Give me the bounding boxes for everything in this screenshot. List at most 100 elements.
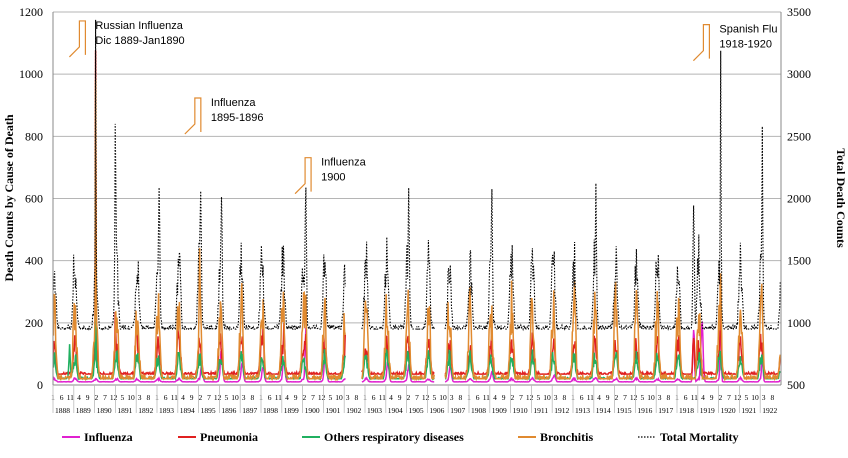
x-month-tick-label-59: 8 [562,393,566,402]
x-month-tick-label-26: 11 [275,393,282,402]
x-month-tick-label-77: 2 [718,393,722,402]
x-year-tick-label-7: 1895 [201,406,216,415]
x-month-tick-label-62: 11 [587,393,594,402]
x-month-tick-label-5: 2 [94,393,98,402]
x-month-tick-label-14: 11 [171,393,178,402]
x-year-tick-label-8: 1896 [221,406,236,415]
x-year-tick-label-18: 1906 [429,406,444,415]
series-line-influenza [52,292,781,383]
x-month-tick-label-81: 10 [751,393,759,402]
legend-label-total-mortality: Total Mortality [660,430,739,444]
x-month-tick-label-64: 9 [606,393,610,402]
x-month-tick-label-1: 6 [60,393,64,402]
x-year-tick-label-25: 1913 [575,406,590,415]
x-month-tick-label-13: 6 [164,393,168,402]
x-month-tick-label-71: 8 [666,393,670,402]
x-year-tick-label-4: 1892 [138,406,153,415]
y-left-tick-label-2: 400 [25,254,43,268]
x-month-tick-label-44: 5 [432,393,436,402]
x-month-tick-label-6: 7 [103,393,107,402]
x-month-tick-label-19: 12 [214,393,222,402]
x-month-tick-label-18: 7 [207,393,211,402]
x-month-tick-label-2: 11 [67,393,74,402]
x-month-tick-label-22: 3 [242,393,246,402]
x-year-tick-label-16: 1904 [388,406,403,415]
x-year-tick-label-24: 1912 [554,406,569,415]
legend-label-influenza: Influenza [84,430,133,444]
y-left-tick-label-6: 1200 [19,5,43,19]
x-month-tick-label-31: 12 [318,393,326,402]
x-month-tick-label-53: 2 [510,393,514,402]
x-month-tick-label-17: 2 [198,393,202,402]
y-left-tick-label-4: 800 [25,129,43,143]
grid [53,11,781,324]
y-left-tick-label-3: 600 [25,192,43,206]
x-month-tick-label-25: 6 [268,393,272,402]
y-right-tick-label-2: 1500 [787,254,811,268]
x-year-tick-label-19: 1907 [450,406,465,415]
x-month-tick-label-61: 6 [580,393,584,402]
annotation-text-1-0: Influenza [211,97,257,109]
x-month-tick-label-70: 3 [658,393,662,402]
x-month-tick-label-33: 10 [335,393,343,402]
legend: Influenza Pneumonia Others respiratory d… [62,430,739,444]
x-month-tick-label-28: 9 [294,393,298,402]
annotations: Russian Influenza Dic 1889-Jan1890 Influen… [68,20,777,195]
annotation-text-3-1: 1918-1920 [719,39,772,51]
x-year-tick-label-20: 1908 [471,406,486,415]
annotation-bracket-0 [68,20,87,58]
x-year-tick-label-29: 1917 [658,406,673,415]
x-month-tick-label-69: 10 [647,393,655,402]
legend-label-pneumonia: Pneumonia [200,430,258,444]
legend-label-bronchitis: Bronchitis [540,430,593,444]
y-axis-left-label: Death Counts by Cause of Death [2,114,16,281]
x-month-tick-label-52: 9 [502,393,506,402]
x-month-tick-label-37: 6 [372,393,376,402]
x-year-tick-label-27: 1915 [617,406,632,415]
x-year-tick-label-17: 1905 [409,406,424,415]
annotation-text-0-1: Dic 1889-Jan1890 [95,35,184,47]
y-right-tick-label-4: 2500 [787,129,811,143]
annotation-bracket-3 [692,24,711,62]
x-month-tick-label-47: 8 [458,393,462,402]
x-month-tick-label-67: 12 [630,393,638,402]
x-month-tick-label-73: 6 [684,393,688,402]
x-year-tick-label-6: 1894 [180,406,195,415]
x-month-tick-label-46: 3 [450,393,454,402]
x-month-tick-label-50: 11 [483,393,490,402]
x-month-tick-label-76: 9 [710,393,714,402]
axes: 0 200 400 600 800 1000 1200 500 1000 1500 2000 2500… [19,5,811,415]
x-month-tick-label-56: 5 [536,393,540,402]
x-year-tick-label-0: 1888 [55,406,70,415]
x-month-tick-label-11: 8 [146,393,150,402]
x-month-tick-label-32: 5 [328,393,332,402]
x-year-tick-label-34: 1922 [762,406,777,415]
x-month-tick-label-27: 4 [285,393,289,402]
x-month-tick-label-80: 5 [744,393,748,402]
x-year-tick-label-11: 1899 [284,406,299,415]
y-right-tick-label-1: 1000 [787,316,811,330]
annotation-bracket-2 [294,157,312,195]
x-month-tick-label-75: 4 [701,393,705,402]
x-month-tick-label-45: 10 [439,393,447,402]
x-year-tick-label-32: 1920 [721,406,736,415]
y-right-tick-label-3: 2000 [787,192,811,206]
annotation-text-1-1: 1895-1896 [211,112,264,124]
x-year-tick-label-31: 1919 [700,406,715,415]
x-month-tick-label-7: 12 [110,393,118,402]
x-month-tick-label-23: 8 [250,393,254,402]
x-year-tick-label-33: 1921 [741,406,756,415]
x-year-tick-label-14: 1902 [346,406,361,415]
x-month-tick-label-10: 3 [138,393,142,402]
x-month-tick-label-42: 7 [415,393,419,402]
x-month-tick-label-55: 12 [526,393,534,402]
x-year-tick-label-23: 1911 [533,406,548,415]
x-month-tick-label-65: 2 [614,393,618,402]
x-month-tick-label-66: 7 [623,393,627,402]
x-year-tick-label-21: 1909 [492,406,507,415]
annotation-text-2-1: 1900 [321,172,345,184]
x-month-tick-label-39: 4 [389,393,393,402]
x-month-tick-label-41: 2 [406,393,410,402]
x-month-tick-label-63: 4 [597,393,601,402]
